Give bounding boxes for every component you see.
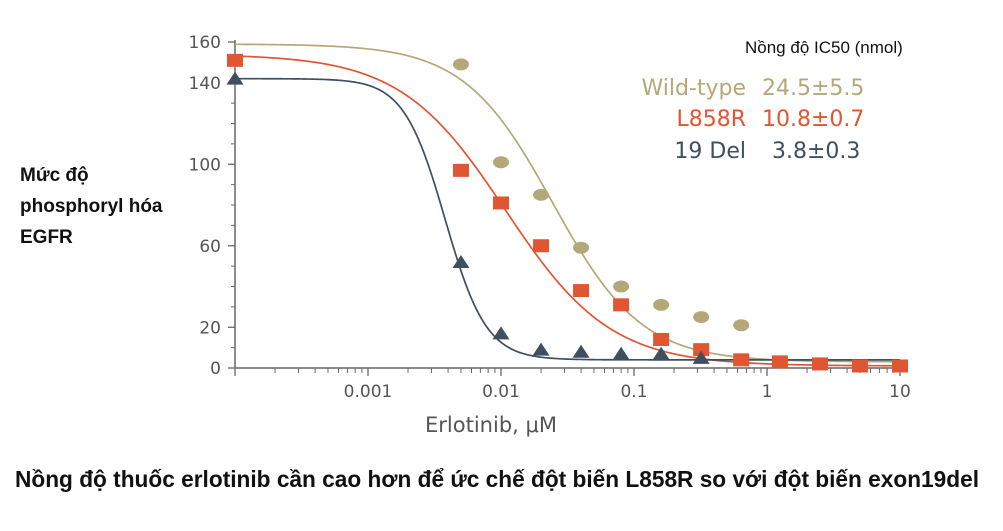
data-point-l858r	[811, 357, 828, 371]
data-point-l858r	[733, 353, 750, 367]
data-point-l858r	[227, 53, 243, 67]
y-axis-label: Mức độ phosphoryl hóa EGFR	[20, 165, 168, 248]
data-point-l858r	[771, 355, 788, 369]
y-axis-label-line: phosphoryl hóa	[20, 196, 163, 217]
y-tick-label: 100	[189, 155, 221, 175]
data-point-19-del	[612, 346, 630, 360]
data-point-wild-type	[693, 311, 710, 324]
legend-label-l858r: L858R	[676, 107, 746, 132]
y-tick-label: 60	[199, 237, 221, 257]
y-axis-label-line: EGFR	[20, 227, 73, 248]
y-tick-label: 20	[199, 318, 221, 338]
data-point-l858r	[653, 332, 670, 346]
y-tick-label: 0	[210, 359, 221, 379]
data-point-l858r	[851, 359, 868, 373]
data-point-l858r	[452, 163, 469, 177]
data-point-l858r	[892, 359, 908, 373]
y-tick-label: 160	[189, 33, 221, 53]
legend: Nồng độ IC50 (nmol) Wild-type 24.5±5.5 L…	[641, 38, 902, 164]
x-tick-label: 0.01	[482, 382, 520, 402]
data-point-wild-type	[733, 319, 750, 332]
fit-curve-19-del	[235, 77, 900, 361]
fit-curve-l858r	[234, 55, 900, 367]
legend-label-19-del: 19 Del	[674, 139, 746, 164]
x-tick-label: 10	[889, 382, 911, 402]
data-point-wild-type	[653, 298, 670, 311]
data-point-19-del	[492, 326, 510, 340]
data-point-19-del	[572, 344, 590, 358]
x-tick-label: 1	[762, 382, 773, 402]
y-axis-label-line: Mức độ	[20, 165, 89, 186]
figure-caption: Nồng độ thuốc erlotinib cần cao hơn để ứ…	[15, 466, 979, 492]
x-tick-label: 0.001	[344, 382, 393, 402]
legend-value-19-del: 3.8±0.3	[772, 139, 860, 164]
x-tick-label: 0.1	[620, 382, 647, 402]
data-point-l858r	[573, 284, 590, 298]
data-point-l858r	[613, 298, 630, 312]
legend-value-wild-type: 24.5±5.5	[762, 76, 864, 101]
data-point-wild-type	[533, 188, 550, 201]
data-point-19-del	[652, 346, 670, 360]
axes: 0 20 60 100 140 160 0.001 0.01 0.1 1 10	[189, 33, 911, 402]
data-point-l858r	[533, 239, 550, 253]
legend-label-wild-type: Wild-type	[641, 76, 746, 101]
fit-curves	[234, 43, 901, 367]
legend-value-l858r: 10.8±0.7	[762, 107, 864, 132]
data-point-19-del	[692, 350, 710, 364]
data-point-wild-type	[452, 58, 469, 71]
data-point-wild-type	[573, 241, 590, 254]
data-point-19-del	[452, 255, 470, 269]
data-point-19-del	[532, 342, 550, 356]
data-point-wild-type	[613, 280, 630, 293]
x-axis-label: Erlotinib, μM	[425, 413, 557, 437]
data-point-wild-type	[493, 156, 509, 169]
data-point-19-del	[226, 71, 244, 85]
data-point-l858r	[493, 196, 509, 210]
data-point-l858r	[693, 343, 710, 357]
y-tick-label: 140	[189, 74, 221, 94]
legend-title: Nồng độ IC50 (nmol)	[745, 38, 903, 57]
data-points	[226, 53, 908, 373]
